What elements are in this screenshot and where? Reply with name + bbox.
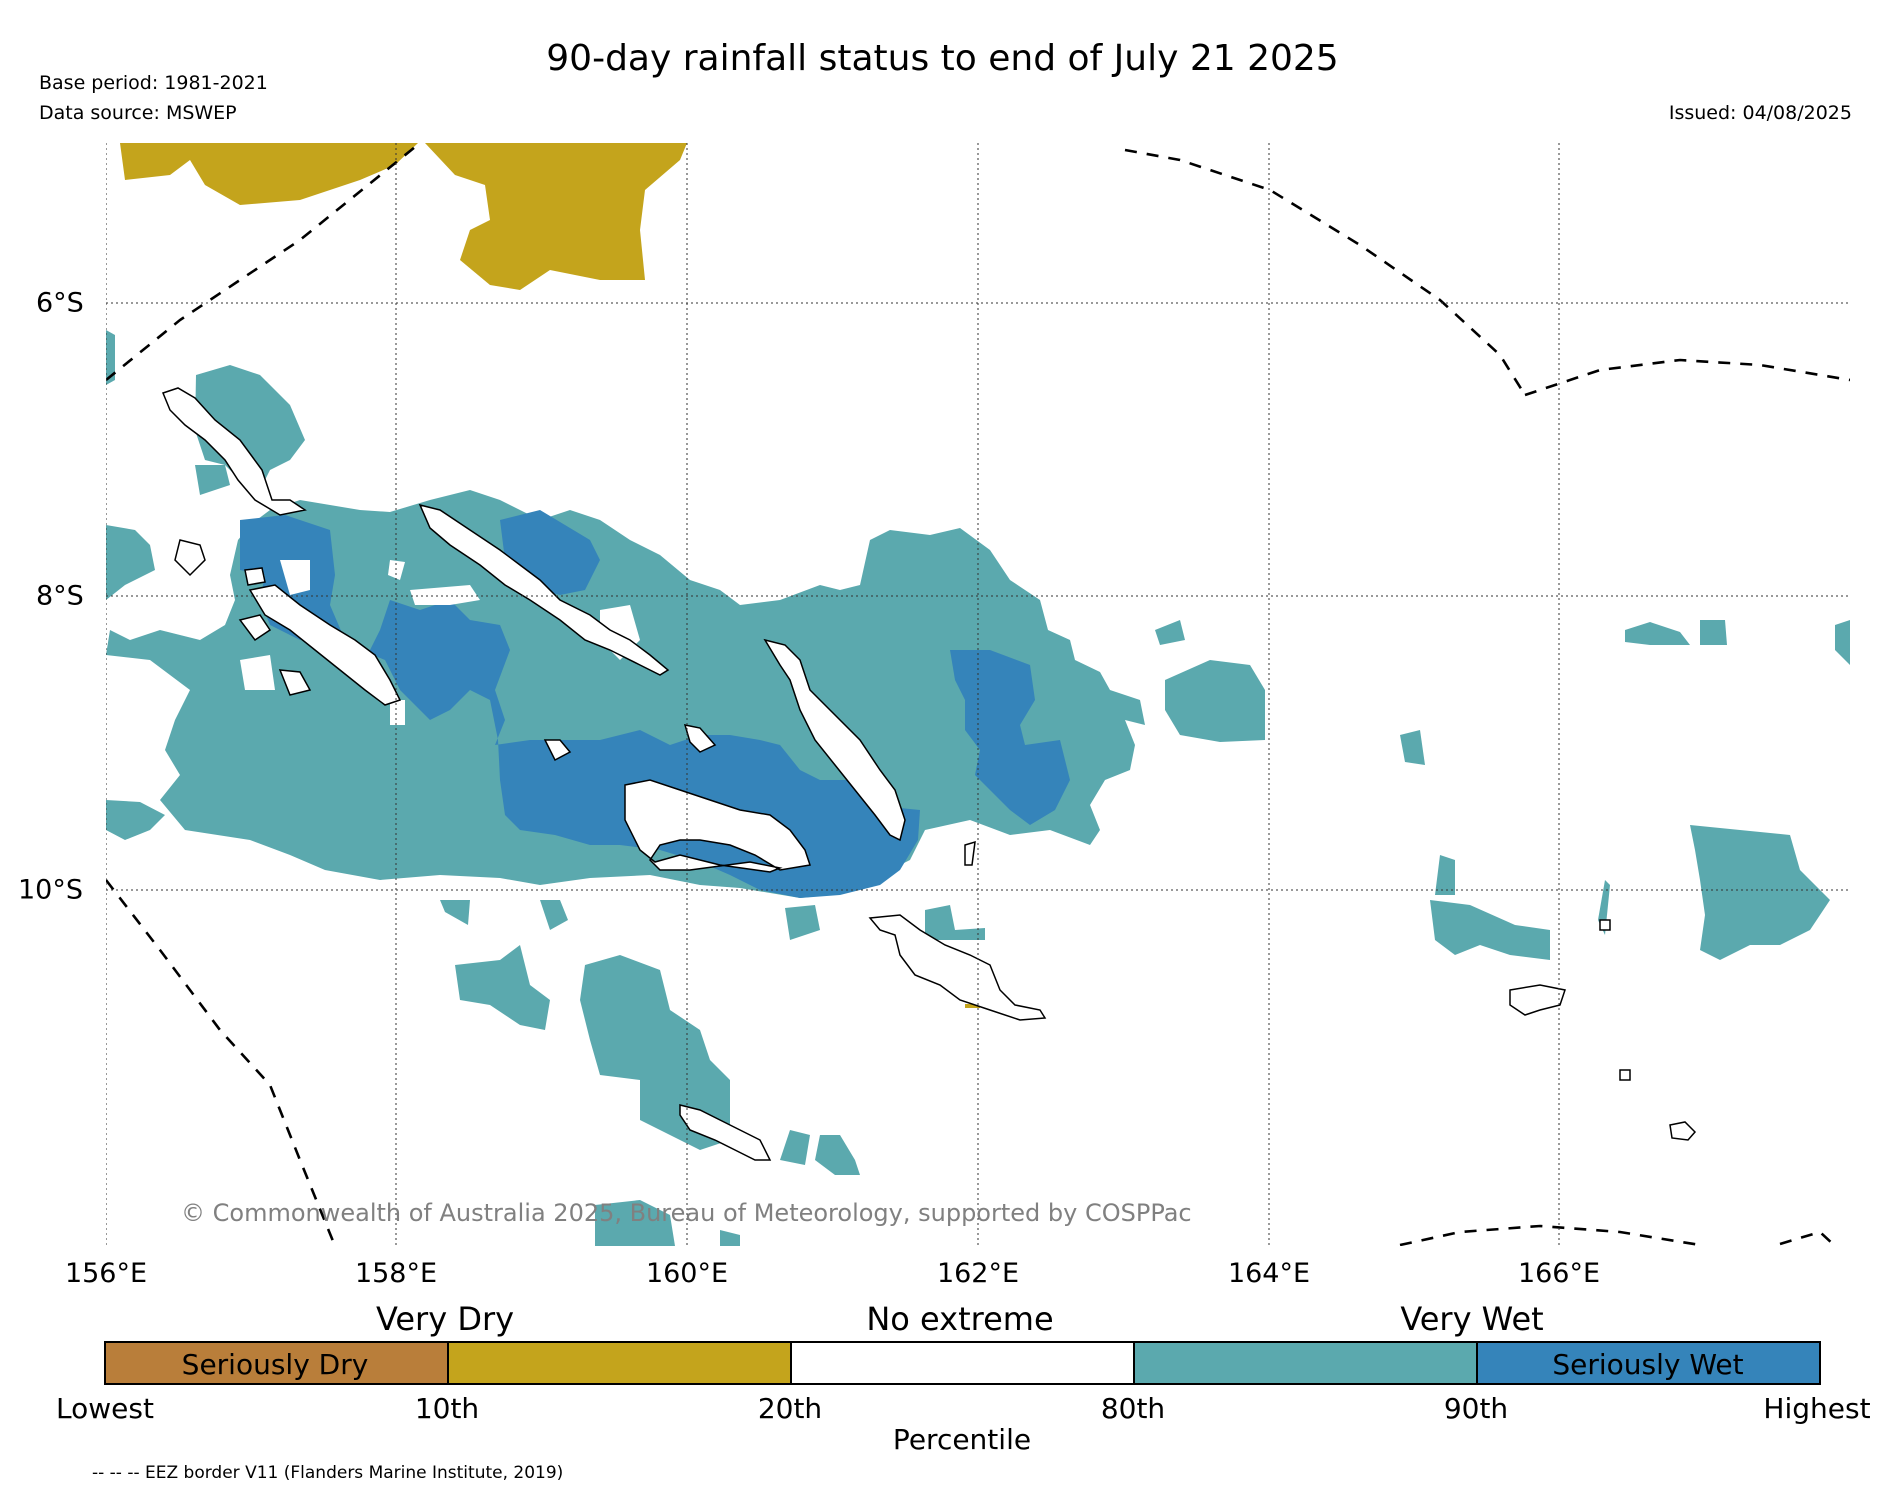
very-wet-region: [195, 365, 305, 490]
very-wet-region: [785, 905, 820, 940]
island-florida: [543, 739, 572, 762]
island-malaita-north: [679, 1104, 772, 1161]
legend-category-very-wet: Very Wet: [1400, 1300, 1544, 1338]
colorbar-very-dry: [447, 1341, 790, 1385]
very-wet-region: [106, 330, 115, 385]
colorbar-label-seriously-wet: Seriously Wet: [1552, 1348, 1744, 1381]
legend-category-very-dry: Very Dry: [375, 1300, 515, 1338]
island-rendova: [278, 669, 312, 696]
very-wet-region: [106, 800, 165, 840]
very-wet-region: [925, 905, 985, 940]
eez-border: [106, 879, 337, 1246]
very-dry-region: [965, 1004, 980, 1008]
colorbar-no-extreme: [790, 1341, 1133, 1385]
very-wet-region: [1700, 620, 1727, 645]
island-shortlands: [174, 539, 206, 577]
island-russell: [683, 724, 717, 753]
island-rennell: [964, 840, 976, 866]
lat-label: 8°S: [36, 580, 84, 612]
lat-label: 10°S: [18, 874, 83, 906]
very-wet-region: [1625, 622, 1690, 645]
eez-border: [1124, 148, 1527, 396]
issued-date: Issued: 04/08/2025: [1668, 102, 1852, 124]
very-wet-region: [1165, 660, 1265, 742]
very-wet-region: [1690, 825, 1830, 960]
island-anuta: [1619, 1069, 1631, 1081]
very-wet-region: [1430, 900, 1550, 960]
copyright-notice: © Commonwealth of Australia 2025, Bureau…: [181, 1199, 1192, 1227]
island-treasury: [244, 567, 266, 586]
island-vella-lavella: [238, 614, 272, 642]
colorbar-tick: 10th: [414, 1392, 480, 1425]
data-source: Data source: MSWEP: [39, 102, 237, 124]
legend-category-no-extreme: No extreme: [866, 1300, 1054, 1338]
colorbar-tick: 80th: [1100, 1392, 1166, 1425]
island-makira: [868, 914, 1047, 1021]
very-dry-region: [425, 143, 687, 290]
map-title: 90-day rainfall status to end of July 21…: [546, 38, 1339, 79]
very-dry-region: [120, 143, 418, 205]
eez-border: [1779, 1230, 1836, 1246]
lon-label: 160°E: [645, 1258, 729, 1289]
colorbar-seriously-dry: [104, 1341, 447, 1385]
lat-label: 6°S: [36, 287, 84, 319]
very-wet-region: [195, 465, 230, 495]
colorbar-label-seriously-dry: Seriously Dry: [181, 1348, 369, 1381]
eez-border: [1524, 358, 1850, 397]
island-santa-isabel: [763, 638, 906, 842]
very-wet-region: [780, 1130, 810, 1165]
very-wet-region: [1435, 855, 1455, 895]
island-choiseul: [418, 503, 670, 676]
eez-border: [106, 143, 421, 382]
very-wet-region: [580, 955, 730, 1150]
colorbar-xlabel: Percentile: [892, 1423, 1032, 1456]
seriously-wet-region: [240, 515, 920, 898]
colorbar-tick: Lowest: [56, 1392, 154, 1425]
island-temotu: [1509, 984, 1566, 1016]
island-new-georgia: [248, 584, 402, 706]
colorbar-tick: Highest: [1763, 1392, 1871, 1425]
island-small: [1599, 919, 1611, 931]
base-period: Base period: 1981-2021: [39, 72, 268, 94]
seriously-wet-region: [950, 650, 1070, 825]
very-wet-region: [106, 525, 155, 600]
lon-label: 164°E: [1227, 1258, 1311, 1289]
colorbar-tick: 90th: [1443, 1392, 1509, 1425]
very-wet-region: [540, 900, 568, 930]
island-tikopia: [1669, 1121, 1697, 1141]
very-wet-region: [595, 1200, 675, 1246]
eez-border: [1399, 1224, 1701, 1246]
lon-label: 166°E: [1517, 1258, 1601, 1289]
colorbar-very-wet: [1133, 1341, 1476, 1385]
very-wet-region: [1835, 620, 1850, 665]
very-wet-region: [440, 900, 470, 925]
very-wet-region: [720, 1230, 740, 1246]
very-wet-region: [1400, 730, 1425, 765]
very-wet-region: [815, 1135, 860, 1175]
colorbar-seriously-wet: [1476, 1341, 1821, 1385]
island-bougainville: [162, 387, 307, 516]
lon-label: 158°E: [354, 1258, 438, 1289]
island-guadalcanal: [624, 779, 811, 873]
very-wet-region: [1155, 620, 1185, 645]
lon-label: 162°E: [936, 1258, 1020, 1289]
eez-footnote: -- -- -- EEZ border V11 (Flanders Marine…: [92, 1463, 564, 1483]
colorbar-tick: 20th: [757, 1392, 823, 1425]
lon-label: 156°E: [64, 1258, 148, 1289]
very-wet-region: [455, 945, 550, 1030]
